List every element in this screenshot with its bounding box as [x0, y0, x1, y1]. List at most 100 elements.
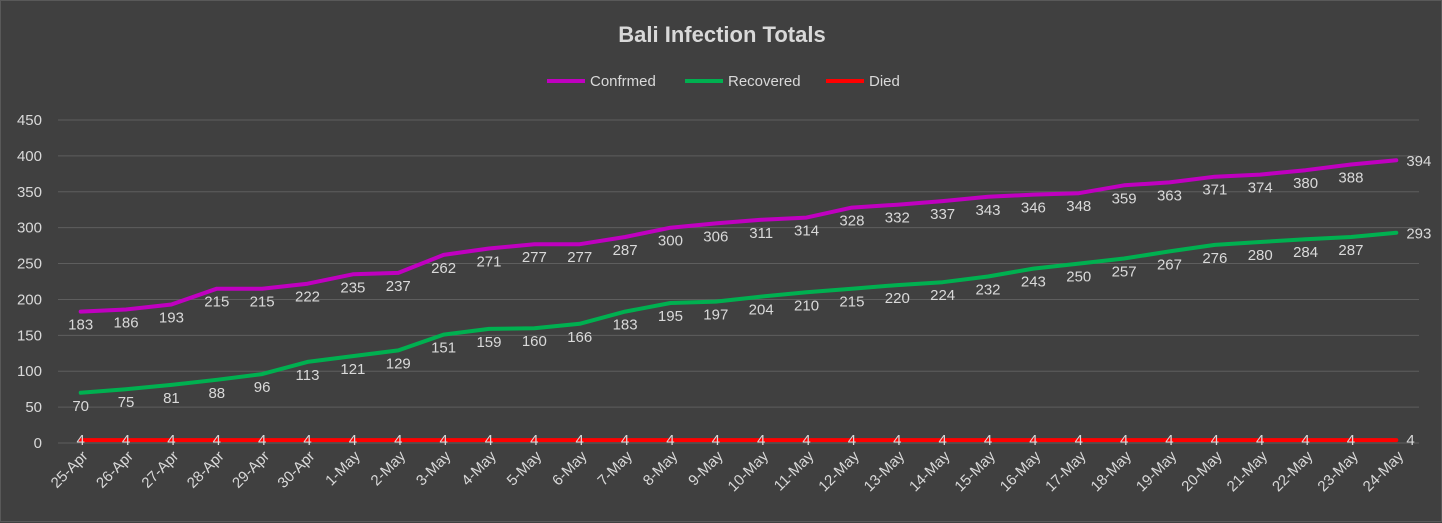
data-label: 4	[258, 432, 266, 449]
y-tick-label: 50	[25, 399, 42, 416]
x-tick-label: 6-May	[549, 447, 591, 489]
x-tick-label: 28-Apr	[184, 448, 228, 492]
data-label: 4	[77, 432, 85, 449]
x-tick-label: 14-May	[906, 447, 954, 495]
data-label: 328	[839, 213, 864, 230]
x-tick-label: 10-May	[725, 447, 773, 495]
x-tick-label: 25-Apr	[48, 448, 92, 492]
data-label: 332	[885, 210, 910, 227]
data-label: 235	[340, 279, 365, 296]
x-tick-label: 12-May	[815, 447, 863, 495]
data-label: 215	[839, 294, 864, 311]
data-label: 4	[439, 432, 447, 449]
data-label: 4	[938, 432, 946, 449]
data-label: 4	[394, 432, 402, 449]
data-label: 4	[984, 432, 992, 449]
data-label: 197	[703, 307, 728, 324]
data-label: 186	[114, 314, 139, 331]
x-tick-label: 1-May	[322, 447, 364, 489]
data-label: 81	[163, 390, 180, 407]
data-label: 4	[530, 432, 538, 449]
y-tick-label: 150	[17, 327, 42, 344]
data-label: 337	[930, 206, 955, 223]
legend-label: Died	[869, 73, 900, 90]
data-label: 4	[1256, 432, 1264, 449]
data-label: 129	[386, 355, 411, 372]
data-label: 4	[1406, 432, 1414, 449]
data-label: 232	[976, 281, 1001, 298]
x-tick-label: 2-May	[368, 447, 410, 489]
data-label: 257	[1112, 264, 1137, 281]
x-tick-label: 19-May	[1133, 447, 1181, 495]
data-label: 306	[703, 228, 728, 245]
data-label: 4	[1075, 432, 1083, 449]
data-label: 210	[794, 297, 819, 314]
data-label: 195	[658, 308, 683, 325]
x-tick-label: 7-May	[594, 447, 636, 489]
x-tick-label: 17-May	[1042, 447, 1090, 495]
x-tick-label: 21-May	[1224, 447, 1272, 495]
data-label: 287	[1338, 242, 1363, 259]
data-label: 394	[1406, 153, 1431, 170]
data-label: 96	[254, 379, 271, 396]
data-label: 166	[567, 329, 592, 346]
data-label: 215	[204, 294, 229, 311]
data-label: 287	[613, 242, 638, 259]
data-label: 267	[1157, 256, 1182, 273]
data-label: 224	[930, 287, 955, 304]
x-tick-label: 30-Apr	[274, 448, 318, 492]
series-lines	[78, 158, 1399, 443]
y-tick-label: 200	[17, 291, 42, 308]
data-label: 4	[167, 432, 175, 449]
y-axis: 0 50 100 150 200 250 300 350 400 450	[17, 112, 42, 452]
x-tick-label: 4-May	[458, 447, 500, 489]
x-tick-label: 23-May	[1314, 447, 1362, 495]
series-line-confrmed	[78, 158, 1399, 314]
x-tick-label: 18-May	[1088, 447, 1136, 495]
data-label: 4	[303, 432, 311, 449]
data-label: 88	[208, 385, 225, 402]
x-tick-label: 13-May	[861, 447, 909, 495]
data-label: 4	[1347, 432, 1355, 449]
data-label: 151	[431, 340, 456, 357]
data-label: 159	[476, 334, 501, 351]
data-label: 4	[802, 432, 810, 449]
x-tick-label: 24-May	[1360, 447, 1408, 495]
y-tick-label: 300	[17, 220, 42, 237]
data-label: 4	[349, 432, 357, 449]
data-label: 311	[749, 225, 773, 242]
data-label: 4	[712, 432, 720, 449]
data-label: 371	[1202, 182, 1227, 199]
x-tick-label: 8-May	[640, 447, 682, 489]
gridlines	[58, 119, 1419, 444]
y-tick-label: 450	[17, 112, 42, 129]
data-label: 380	[1293, 175, 1318, 192]
data-label: 222	[295, 289, 320, 306]
data-label: 4	[621, 432, 629, 449]
y-tick-label: 250	[17, 256, 42, 273]
data-label: 250	[1066, 269, 1091, 286]
data-label: 277	[567, 249, 592, 266]
x-tick-label: 3-May	[413, 447, 455, 489]
x-tick-label: 29-Apr	[229, 448, 273, 492]
x-tick-label: 26-Apr	[93, 448, 137, 492]
data-label: 121	[340, 361, 365, 378]
data-label: 160	[522, 333, 547, 350]
data-label: 363	[1157, 187, 1182, 204]
data-label: 4	[1165, 432, 1173, 449]
data-label: 388	[1338, 170, 1363, 187]
chart-title: Bali Infection Totals	[618, 22, 825, 47]
data-label: 4	[485, 432, 493, 449]
data-label: 4	[1029, 432, 1037, 449]
data-label: 284	[1293, 244, 1318, 261]
data-label: 348	[1066, 198, 1091, 215]
data-label: 276	[1202, 250, 1227, 267]
data-label: 113	[296, 367, 320, 384]
data-label: 75	[118, 394, 135, 411]
legend-label: Recovered	[728, 73, 801, 90]
x-axis: 25-Apr 26-Apr 27-Apr 28-Apr 29-Apr 30-Apr 1-Ma…	[48, 447, 1408, 495]
data-label: 4	[576, 432, 584, 449]
data-label: 343	[976, 202, 1001, 219]
